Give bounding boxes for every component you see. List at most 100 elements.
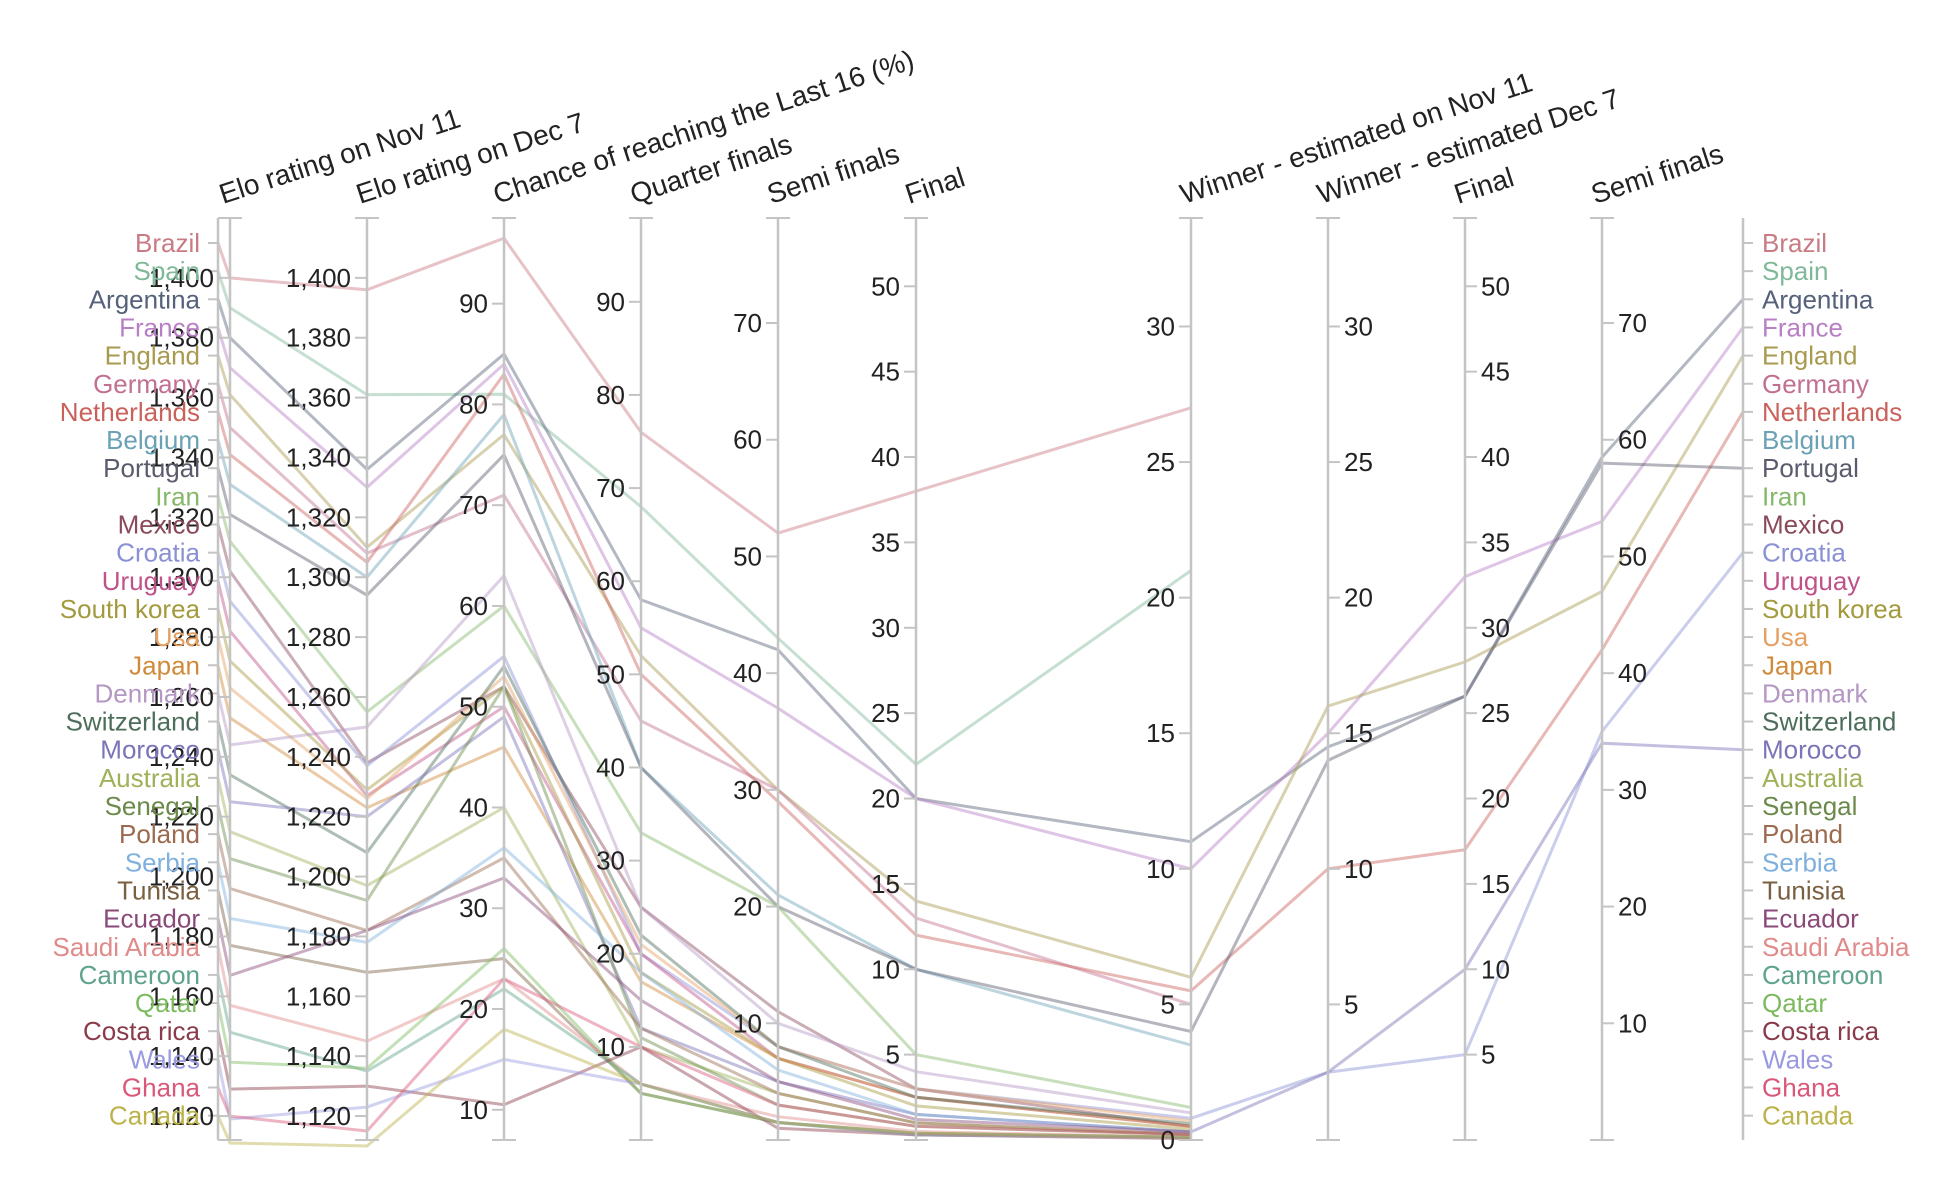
series-line-france xyxy=(216,326,1745,871)
axis-tick-label: 25 xyxy=(1146,447,1175,477)
axis-tick-label: 1,140 xyxy=(286,1041,351,1071)
axis-tick-label: 1,160 xyxy=(149,981,214,1011)
country-label-left-iran: Iran xyxy=(155,481,200,511)
axis-tick-label: 30 xyxy=(1146,311,1175,341)
axis-tick-label: 45 xyxy=(871,357,900,387)
country-label-right-belgium: Belgium xyxy=(1762,425,1856,455)
axis-tick-label: 60 xyxy=(1618,425,1647,455)
country-label-left-senegal: Senegal xyxy=(105,791,200,821)
axis-tick-label: 70 xyxy=(733,308,762,338)
country-label-right-spain: Spain xyxy=(1762,256,1829,286)
country-label-right-ghana: Ghana xyxy=(1762,1073,1841,1103)
axis-tick-label: 0 xyxy=(1161,1125,1175,1155)
series-line-iran xyxy=(216,496,1192,1109)
country-label-left-cameroon: Cameroon xyxy=(79,960,200,990)
country-label-left-mexico: Mexico xyxy=(118,510,200,540)
axis-tick-label: 20 xyxy=(596,939,625,969)
axis-tick-label: 70 xyxy=(596,473,625,503)
series-line-england xyxy=(216,354,1745,980)
axis-tick-label: 1,160 xyxy=(286,981,351,1011)
country-label-left-qatar: Qatar xyxy=(135,988,200,1018)
axis-tick-label: 5 xyxy=(1344,989,1358,1019)
axis-tick-label: 5 xyxy=(1161,989,1175,1019)
axis-tick-label: 60 xyxy=(733,425,762,455)
country-label-right-wales: Wales xyxy=(1762,1044,1833,1074)
axis-tick-label: 1,120 xyxy=(149,1101,214,1131)
country-label-right-usa: Usa xyxy=(1762,622,1809,652)
series-lines-layer xyxy=(216,236,1745,1148)
country-label-right-germany: Germany xyxy=(1762,369,1869,399)
axis-tick-label: 10 xyxy=(733,1008,762,1038)
axis-tick-label: 15 xyxy=(1146,718,1175,748)
axis-tick-label: 50 xyxy=(733,541,762,571)
series-line-ecuador xyxy=(216,876,1192,1134)
axis-tick-label: 1,140 xyxy=(149,1041,214,1071)
axis-tick-label: 20 xyxy=(871,784,900,814)
series-line-tunisia xyxy=(216,890,1192,1139)
axis-tick-label: 35 xyxy=(1481,527,1510,557)
country-label-left-japan: Japan xyxy=(129,650,200,680)
country-label-left-serbia: Serbia xyxy=(125,847,201,877)
country-label-left-costa-rica: Costa rica xyxy=(83,1016,201,1046)
axis-tick-label: 40 xyxy=(459,792,488,822)
series-line-uruguay xyxy=(216,580,1192,1128)
country-label-right-iran: Iran xyxy=(1762,481,1807,511)
axis-tick-label: 1,400 xyxy=(286,263,351,293)
axis-tick-label: 25 xyxy=(871,698,900,728)
country-label-left-argentina: Argentina xyxy=(89,284,201,314)
axis-tick-label: 70 xyxy=(459,490,488,520)
series-line-australia xyxy=(216,777,1192,1137)
country-label-left-uruguay: Uruguay xyxy=(102,566,200,596)
series-line-south-korea xyxy=(216,608,1192,1131)
axis-tick-label: 30 xyxy=(871,613,900,643)
axis-tick-label: 90 xyxy=(459,289,488,319)
axis-tick-label: 90 xyxy=(596,287,625,317)
axis-tick-label: 1,240 xyxy=(286,742,351,772)
series-line-ghana xyxy=(216,976,1192,1137)
country-label-right-costa-rica: Costa rica xyxy=(1762,1016,1880,1046)
axis-tick-label: 40 xyxy=(871,442,900,472)
series-line-japan xyxy=(216,664,1192,1128)
country-label-right-saudi-arabia: Saudi Arabia xyxy=(1762,932,1910,962)
country-label-right-netherlands: Netherlands xyxy=(1762,397,1902,427)
axis-tick-label: 1,380 xyxy=(149,323,214,353)
axis-tick-label: 20 xyxy=(1481,784,1510,814)
country-label-right-japan: Japan xyxy=(1762,650,1833,680)
series-line-denmark xyxy=(216,572,1192,1115)
axis-tick-label: 35 xyxy=(871,527,900,557)
country-label-right-australia: Australia xyxy=(1762,763,1864,793)
axis-tick-label: 30 xyxy=(596,846,625,876)
axis-tick-label: 5 xyxy=(886,1040,900,1070)
axis-tick-label: 1,260 xyxy=(149,682,214,712)
axis-tick-label: 1,400 xyxy=(149,263,214,293)
series-line-poland xyxy=(216,833,1192,1137)
axis-tick-label: 1,200 xyxy=(149,862,214,892)
country-label-left-wales: Wales xyxy=(129,1044,200,1074)
axis-tick-label: 10 xyxy=(1146,854,1175,884)
country-label-left-germany: Germany xyxy=(93,369,200,399)
axis-tick-label: 1,260 xyxy=(286,682,351,712)
axis-tick-label: 1,320 xyxy=(286,502,351,532)
country-label-right-morocco: Morocco xyxy=(1762,735,1862,765)
axis-tick-label: 25 xyxy=(1344,447,1373,477)
axis-tick-label: 1,300 xyxy=(149,562,214,592)
series-line-morocco xyxy=(216,714,1744,1134)
axis-tick-label: 20 xyxy=(459,994,488,1024)
axis-title-9: Final xyxy=(1450,161,1517,209)
country-label-right-mexico: Mexico xyxy=(1762,510,1844,540)
axis-tick-label: 80 xyxy=(596,380,625,410)
axis-tick-label: 30 xyxy=(459,893,488,923)
axis-tick-label: 30 xyxy=(1618,775,1647,805)
country-label-left-canada: Canada xyxy=(109,1101,201,1131)
axis-tick-label: 20 xyxy=(1618,892,1647,922)
axis-tick-label: 1,300 xyxy=(286,562,351,592)
series-line-netherlands xyxy=(216,371,1745,993)
axis-tick-label: 1,220 xyxy=(286,802,351,832)
axis-tick-label: 10 xyxy=(1344,854,1373,884)
series-line-portugal xyxy=(216,452,1744,1034)
axis-tick-label: 1,380 xyxy=(286,323,351,353)
country-label-right-france: France xyxy=(1762,312,1843,342)
axis-tick-label: 1,120 xyxy=(286,1101,351,1131)
